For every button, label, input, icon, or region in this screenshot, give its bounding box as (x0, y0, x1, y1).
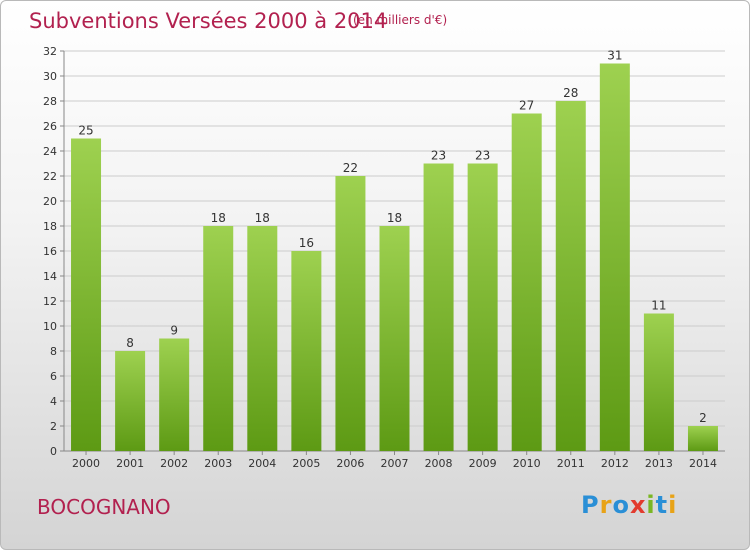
chart-title: Subventions Versées 2000 à 2014 (29, 9, 388, 33)
bar-2014 (687, 426, 718, 451)
y-tick-label: 16 (43, 245, 57, 258)
x-tick-label: 2006 (336, 457, 364, 470)
y-tick-label: 30 (43, 70, 57, 83)
y-tick-label: 22 (43, 170, 57, 183)
value-label: 28 (563, 86, 578, 100)
value-label: 27 (519, 99, 534, 113)
chart-subtitle: (en milliers d'€) (353, 13, 448, 27)
y-tick-label: 4 (50, 395, 57, 408)
bar-2005 (291, 251, 322, 451)
x-tick-label: 2000 (72, 457, 100, 470)
value-label: 23 (431, 149, 446, 163)
bar-2011 (555, 101, 586, 451)
x-tick-label: 2010 (513, 457, 541, 470)
value-label: 9 (170, 324, 178, 338)
x-tick-label: 2011 (557, 457, 585, 470)
x-tick-label: 2002 (160, 457, 188, 470)
bars (71, 63, 718, 451)
bar-2004 (247, 226, 278, 451)
y-tick-label: 20 (43, 195, 57, 208)
x-tick-label: 2003 (204, 457, 232, 470)
x-tick-label: 2013 (645, 457, 673, 470)
value-label: 25 (78, 124, 93, 138)
value-labels: 25 8 9 18 18 16 22 18 23 23 27 28 31 11 2 (78, 49, 706, 426)
y-tick-label: 8 (50, 345, 57, 358)
bar-2000 (71, 138, 102, 451)
x-tick-label: 2008 (425, 457, 453, 470)
bar-2007 (379, 226, 410, 451)
proxiti-logo: Proxiti (581, 491, 678, 519)
y-tick-label: 18 (43, 220, 57, 233)
y-tick-label: 10 (43, 320, 57, 333)
commune-name: BOCOGNANO (37, 495, 171, 519)
bar-2003 (203, 226, 234, 451)
y-tick-label: 12 (43, 295, 57, 308)
x-tick-label: 2007 (381, 457, 409, 470)
y-tick-label: 0 (50, 445, 57, 458)
bar-2006 (335, 176, 366, 451)
bar-2002 (159, 338, 190, 451)
bar-2009 (467, 163, 498, 451)
value-label: 18 (255, 211, 270, 225)
value-label: 18 (211, 211, 226, 225)
x-tick-label: 2004 (248, 457, 276, 470)
bar-2008 (423, 163, 454, 451)
x-tick-label: 2001 (116, 457, 144, 470)
x-tick-label: 2005 (292, 457, 320, 470)
value-label: 2 (699, 411, 707, 425)
bar-2012 (599, 63, 630, 451)
value-label: 16 (299, 236, 314, 250)
value-label: 11 (651, 299, 666, 313)
value-label: 31 (607, 49, 622, 63)
value-label: 23 (475, 149, 490, 163)
x-tick-label: 2009 (469, 457, 497, 470)
x-tick-labels: 2000 2001 2002 2003 2004 2005 2006 2007 2008 2009… (72, 457, 717, 470)
value-label: 18 (387, 211, 402, 225)
y-tick-label: 26 (43, 120, 57, 133)
y-tick-label: 2 (50, 420, 57, 433)
y-tick-label: 32 (43, 45, 57, 58)
bar-2010 (511, 113, 542, 451)
bar-2013 (643, 313, 674, 451)
value-label: 8 (126, 336, 134, 350)
y-tick-label: 24 (43, 145, 57, 158)
bar-2001 (115, 351, 146, 451)
value-label: 22 (343, 161, 358, 175)
x-tick-label: 2014 (689, 457, 717, 470)
y-tick-label: 6 (50, 370, 57, 383)
x-tick-label: 2012 (601, 457, 629, 470)
y-tick-label: 14 (43, 270, 57, 283)
y-tick-label: 28 (43, 95, 57, 108)
